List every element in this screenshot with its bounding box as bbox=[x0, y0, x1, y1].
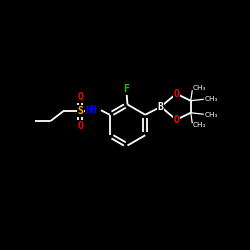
Text: NH: NH bbox=[86, 105, 97, 115]
Text: O: O bbox=[173, 115, 179, 125]
Text: CH₃: CH₃ bbox=[193, 122, 206, 128]
Text: F: F bbox=[123, 84, 129, 94]
Text: CH₃: CH₃ bbox=[204, 112, 218, 118]
Text: O: O bbox=[173, 89, 179, 99]
Text: O: O bbox=[77, 121, 83, 131]
Text: S: S bbox=[77, 106, 83, 116]
Text: CH₃: CH₃ bbox=[193, 85, 206, 91]
Text: CH₃: CH₃ bbox=[204, 96, 218, 102]
Text: B: B bbox=[158, 102, 164, 112]
Text: O: O bbox=[77, 92, 83, 102]
